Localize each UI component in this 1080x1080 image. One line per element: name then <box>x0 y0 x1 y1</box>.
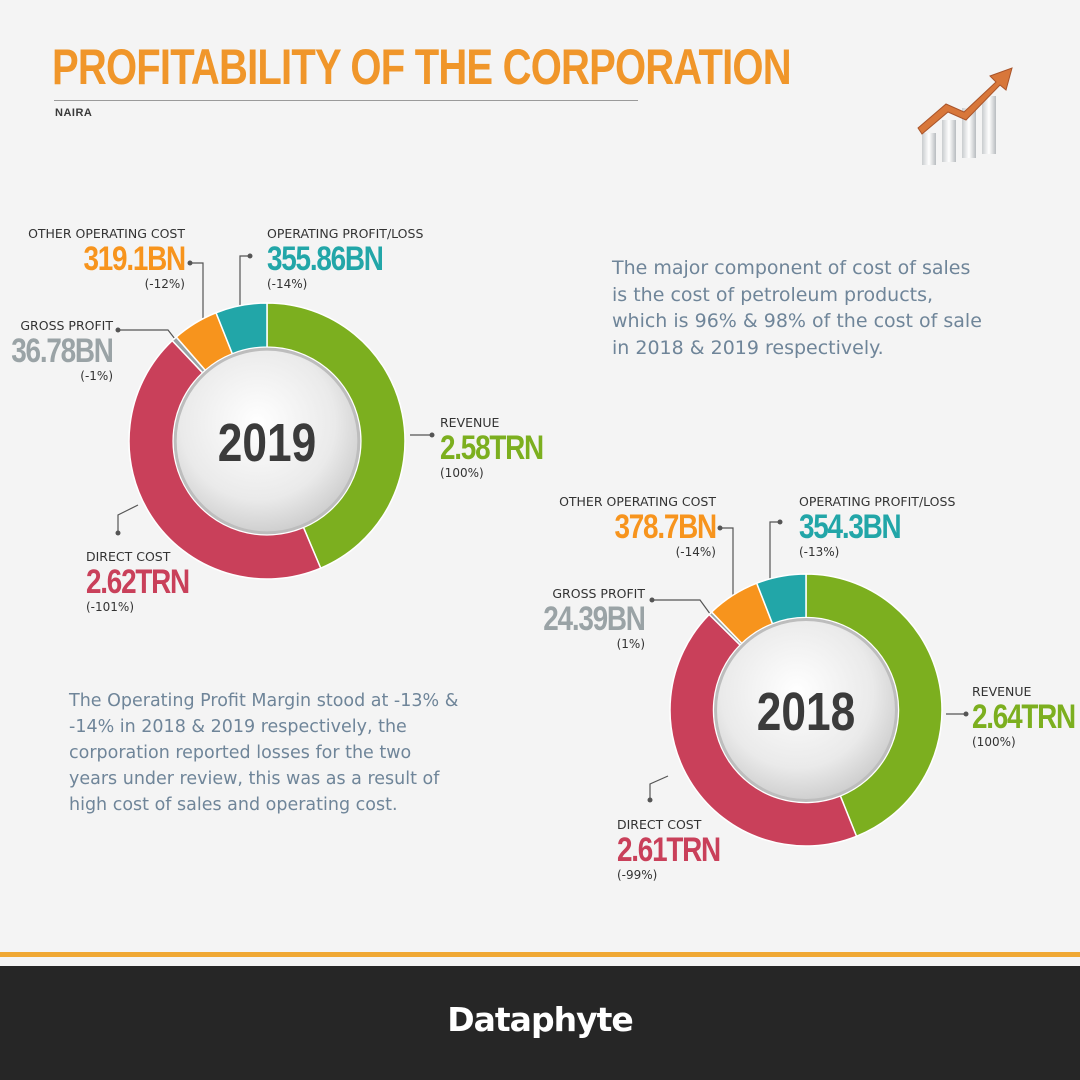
footer-bar <box>0 966 1080 1080</box>
donut-slice-direct-cost <box>128 339 322 580</box>
label-name: OTHER OPERATING COST <box>28 226 185 241</box>
label-other-operating-cost-2019: OTHER OPERATING COST 319.1BN (-12%) <box>28 226 187 292</box>
donut-center-disc <box>175 349 359 533</box>
label-value: 319.1BN <box>83 240 187 278</box>
operating-margin-note: The Operating Profit Margin stood at -13… <box>69 691 459 815</box>
donut-year-label: 2019 <box>218 413 316 473</box>
label-percent: (-13%) <box>799 545 840 559</box>
label-gross-profit-2019: GROSS PROFIT 36.78BN (-1%) <box>0 318 115 384</box>
donut-slice-operating-profit <box>755 573 807 625</box>
label-name: DIRECT COST <box>617 817 702 832</box>
label-value: 2.64TRN <box>972 698 1076 736</box>
currency-subtitle: NAIRA <box>55 107 93 119</box>
label-percent: (-12%) <box>144 277 185 291</box>
page-title: PROFITABILITY OF THE CORPORATION <box>52 39 792 95</box>
donut-chart-2019: 2019 <box>128 302 406 580</box>
label-name: REVENUE <box>972 684 1032 699</box>
label-value: 24.39BN <box>543 600 647 638</box>
cost-of-sales-note: The major component of cost of sales is … <box>612 257 982 359</box>
label-percent: (1%) <box>616 637 645 651</box>
label-revenue-2018: REVENUE 2.64TRN (100%) <box>972 684 1080 750</box>
label-name: REVENUE <box>440 415 500 430</box>
donut-slice-operating-profit <box>215 302 268 355</box>
footer-accent-line <box>0 952 1080 957</box>
label-percent: (100%) <box>440 466 484 480</box>
donut-chart-2018: 2018 <box>669 573 943 847</box>
donut-center-rim <box>714 618 898 802</box>
label-percent: (-14%) <box>675 545 716 559</box>
donut-slice-revenue <box>266 302 406 570</box>
label-name: OTHER OPERATING COST <box>559 494 716 509</box>
title-divider <box>54 100 638 101</box>
donut-slice-direct-cost <box>669 613 858 847</box>
donut-center-disc <box>715 619 897 801</box>
label-name: DIRECT COST <box>86 549 171 564</box>
label-name: GROSS PROFIT <box>552 586 645 601</box>
label-value: 355.86BN <box>267 240 384 278</box>
label-name: OPERATING PROFIT/LOSS <box>799 494 956 509</box>
label-percent: (-14%) <box>267 277 308 291</box>
label-direct-cost-2018: DIRECT COST 2.61TRN (-99%) <box>617 817 743 883</box>
label-operating-profit-2018: OPERATING PROFIT/LOSS 354.3BN (-13%) <box>799 494 955 560</box>
label-name: OPERATING PROFIT/LOSS <box>267 226 424 241</box>
label-gross-profit-2018: GROSS PROFIT 24.39BN (1%) <box>521 586 647 652</box>
label-revenue-2019: REVENUE 2.58TRN (100%) <box>440 415 566 481</box>
label-percent: (-99%) <box>617 868 658 882</box>
donut-year-label: 2018 <box>757 682 855 742</box>
label-name: GROSS PROFIT <box>20 318 113 333</box>
label-percent: (-101%) <box>86 600 134 614</box>
label-direct-cost-2019: DIRECT COST 2.62TRN (-101%) <box>86 549 212 615</box>
donut-center-rim <box>173 347 361 535</box>
growth-chart-icon <box>917 67 1013 165</box>
label-percent: (-1%) <box>80 369 113 383</box>
donut-slice-revenue <box>805 573 943 838</box>
label-other-operating-cost-2018: OTHER OPERATING COST 378.7BN (-14%) <box>559 494 718 560</box>
brand-logo: Dataphyte <box>447 1000 634 1039</box>
label-value: 378.7BN <box>614 508 718 546</box>
label-value: 2.61TRN <box>617 831 721 869</box>
label-percent: (100%) <box>972 735 1016 749</box>
label-value: 2.58TRN <box>440 429 544 467</box>
label-value: 36.78BN <box>11 332 115 370</box>
label-operating-profit-2019: OPERATING PROFIT/LOSS 355.86BN (-14%) <box>267 226 423 292</box>
label-value: 2.62TRN <box>86 563 190 601</box>
label-value: 354.3BN <box>799 508 902 546</box>
